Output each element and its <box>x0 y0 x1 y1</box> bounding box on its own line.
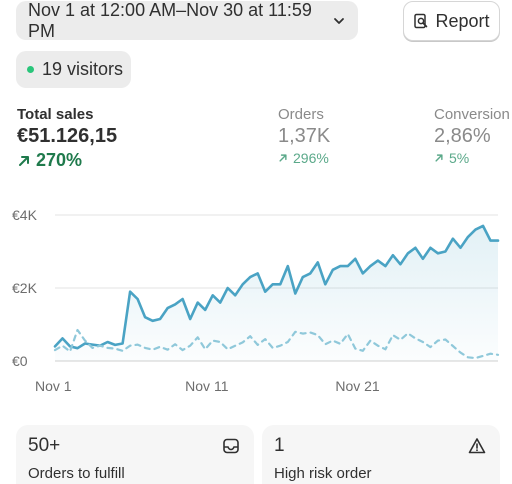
x-tick-label: Nov 1 <box>35 378 72 394</box>
metric-value: 1,37K <box>278 125 331 147</box>
report-search-icon <box>413 13 429 29</box>
metric-label: Orders <box>278 106 324 123</box>
date-range-button[interactable]: Nov 1 at 12:00 AM–Nov 30 at 11:59 PM <box>16 0 358 41</box>
orders-to-fulfill-card[interactable]: 50+ Orders to fulfill <box>16 425 254 484</box>
y-tick-label: €2K <box>12 280 38 296</box>
live-status-dot-icon <box>27 66 34 73</box>
x-tick-label: Nov 11 <box>185 378 229 394</box>
metric-label: Total sales <box>17 106 94 123</box>
metric-delta: 5% <box>434 150 510 166</box>
arrow-up-right-icon <box>434 153 444 163</box>
visitors-count: 19 visitors <box>42 59 124 79</box>
metric-value: €51.126,15 <box>17 125 118 147</box>
metric-delta: 296% <box>278 150 330 166</box>
y-tick-label: €0 <box>12 353 28 369</box>
arrow-up-right-icon <box>17 154 31 168</box>
metric-conversion[interactable]: Conversion 2,86% 5% <box>434 106 510 166</box>
report-label: Report <box>435 10 490 31</box>
date-range-label: Nov 1 at 12:00 AM–Nov 30 at 11:59 PM <box>28 0 312 41</box>
metric-value: 2,86% <box>434 125 491 147</box>
arrow-up-right-icon <box>278 153 288 163</box>
metric-delta-value: 5% <box>449 150 470 166</box>
sales-chart[interactable]: €0 €2K €4K Nov 1 Nov 11 Nov 21 <box>0 198 512 402</box>
metric-total-sales[interactable]: Total sales €51.126,15 270% <box>17 106 117 171</box>
metric-orders[interactable]: Orders 1,37K 296% <box>278 106 330 166</box>
chevron-down-icon <box>332 14 346 28</box>
series-line-previous <box>53 328 500 360</box>
metric-label: Conversion <box>434 106 510 123</box>
card-label: Orders to fulfill <box>28 465 125 482</box>
card-label: High risk order <box>274 465 372 482</box>
x-tick-label: Nov 21 <box>335 378 380 394</box>
series-line-current <box>53 224 500 350</box>
visitors-badge[interactable]: 19 visitors <box>16 51 131 88</box>
high-risk-order-card[interactable]: 1 High risk order <box>262 425 500 484</box>
metric-delta: 270% <box>17 150 117 171</box>
card-number: 50+ <box>28 435 61 456</box>
inbox-icon <box>222 437 240 455</box>
metric-delta-value: 270% <box>36 150 83 170</box>
metric-delta-value: 296% <box>293 150 329 166</box>
series-area-current <box>55 225 498 361</box>
card-number: 1 <box>274 435 285 456</box>
y-tick-label: €4K <box>12 207 38 223</box>
report-button[interactable]: Report <box>403 1 500 41</box>
warning-icon <box>468 437 486 455</box>
